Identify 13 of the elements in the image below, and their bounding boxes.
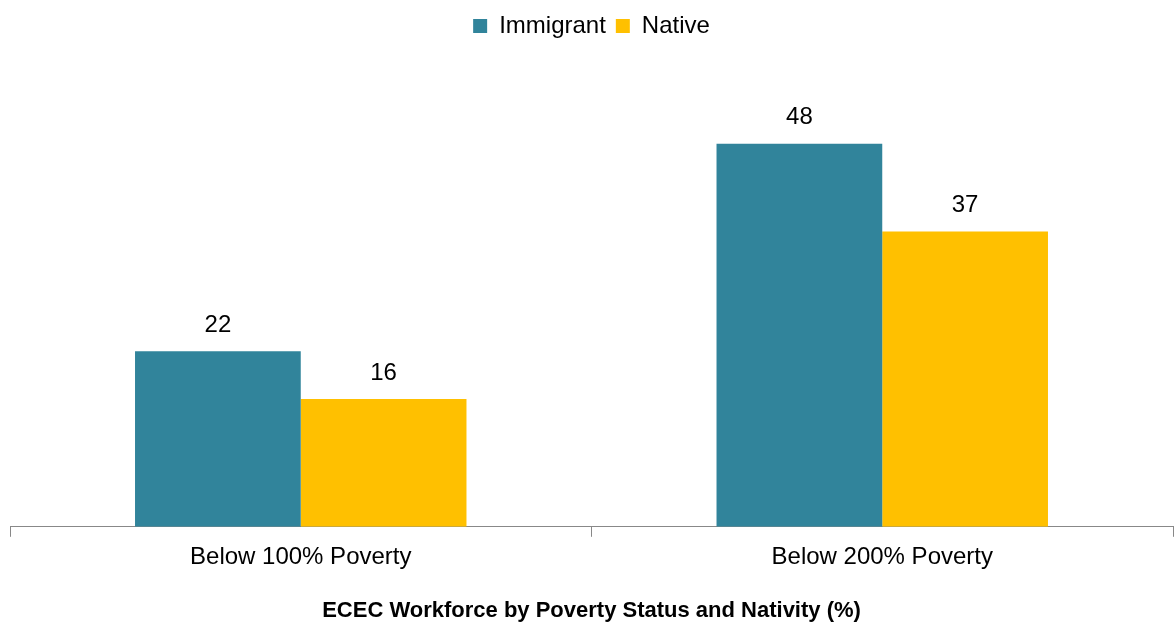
bar bbox=[300, 399, 467, 527]
bar bbox=[716, 143, 883, 527]
bar bbox=[882, 231, 1048, 527]
x-tick-label: Below 100% Poverty bbox=[190, 541, 412, 569]
text: ECEC Workforce by Poverty Status and Nativity (%) bbox=[322, 596, 861, 622]
legend-label: Immigrant bbox=[499, 10, 607, 38]
data-label: 48 bbox=[786, 102, 813, 130]
data-label: 22 bbox=[204, 309, 232, 337]
legend-label: Native bbox=[641, 10, 710, 38]
data-label: 16 bbox=[370, 357, 397, 385]
data-label: 37 bbox=[951, 190, 979, 218]
x-tick-label: Below 200% Poverty bbox=[771, 541, 993, 569]
bar bbox=[135, 351, 301, 527]
